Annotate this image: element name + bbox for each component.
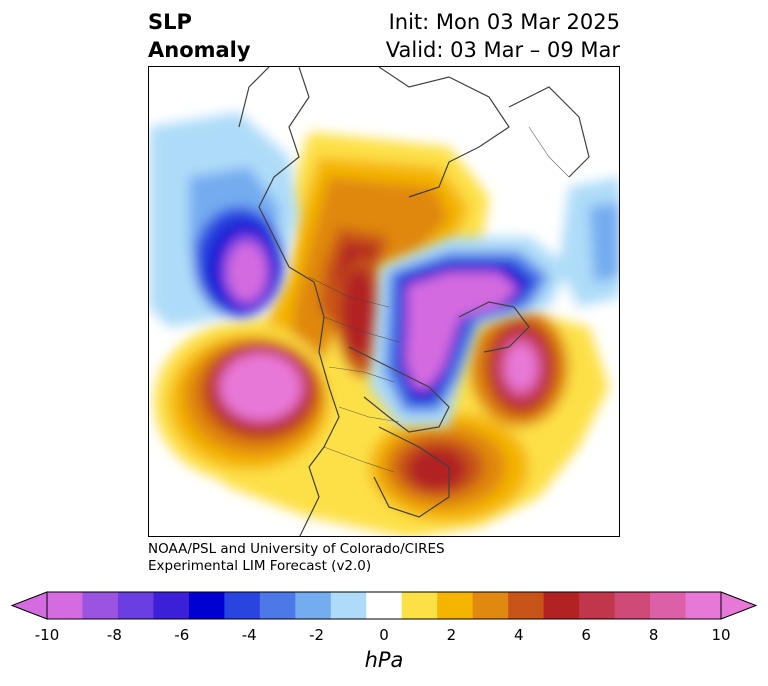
init-date: Init: Mon 03 Mar 2025	[388, 10, 620, 34]
colorbar-cell	[295, 592, 332, 619]
colorbar-cell	[330, 592, 367, 619]
colorbar-tick: -6	[174, 626, 190, 644]
colorbar-cell	[401, 592, 438, 619]
colorbar-cell	[188, 592, 225, 619]
title-line-1: SLP	[148, 10, 192, 34]
credit-line-1: NOAA/PSL and University of Colorado/CIRE…	[148, 541, 445, 557]
forecast-dates: Init: Mon 03 Mar 2025 Valid: 03 Mar – 09…	[386, 8, 620, 64]
colorbar-tick: 2	[446, 626, 457, 644]
political-borders	[308, 126, 570, 473]
colorbar-tick: 0	[379, 626, 389, 644]
colorbar-cell	[650, 592, 687, 619]
coastlines	[238, 67, 590, 536]
negative-anomaly-fields	[149, 112, 619, 427]
colorbar-cell	[472, 592, 509, 619]
credit-text: NOAA/PSL and University of Colorado/CIRE…	[148, 541, 445, 575]
colorbar-cell	[153, 592, 190, 619]
title-line-2: Anomaly	[148, 38, 251, 62]
map-panel	[148, 66, 620, 537]
colorbar-outline	[46, 591, 722, 620]
colorbar-tick: 4	[514, 626, 524, 644]
colorbar-cell	[82, 592, 119, 619]
colorbar-cell	[579, 592, 616, 619]
colorbar	[10, 591, 758, 620]
colorbar-tick: -4	[241, 626, 257, 644]
colorbar-tick: -2	[309, 626, 325, 644]
colorbar-cell	[47, 592, 84, 619]
colorbar-cell	[614, 592, 651, 619]
colorbar-cell	[224, 592, 261, 619]
map-title: SLP Anomaly	[148, 8, 251, 64]
colorbar-tick: -10	[34, 626, 60, 644]
colorbar-tick: -8	[106, 626, 122, 644]
colorbar-tick: 10	[711, 626, 731, 644]
colorbar-cell	[437, 592, 474, 619]
slp-anomaly-map	[149, 67, 619, 536]
credit-line-2: Experimental LIM Forecast (v2.0)	[148, 558, 372, 574]
colorbar-extend-high	[720, 591, 758, 620]
colorbar-cell	[543, 592, 580, 619]
colorbar-cell	[366, 592, 403, 619]
colorbar-unit-label: hPa	[364, 648, 404, 672]
valid-date: Valid: 03 Mar – 09 Mar	[385, 38, 620, 62]
colorbar-extend-low	[10, 591, 48, 620]
colorbar-cell	[508, 592, 545, 619]
colorbar-cells	[47, 592, 722, 619]
colorbar-cell	[117, 592, 155, 619]
colorbar-cell	[259, 592, 296, 619]
colorbar-tick-labels: -10 -8 -6 -4 -2 0 2 4 6 8 10	[0, 624, 768, 644]
colorbar-cell	[685, 592, 722, 619]
colorbar-tick: 8	[648, 626, 659, 644]
colorbar-tick: 6	[581, 626, 591, 644]
